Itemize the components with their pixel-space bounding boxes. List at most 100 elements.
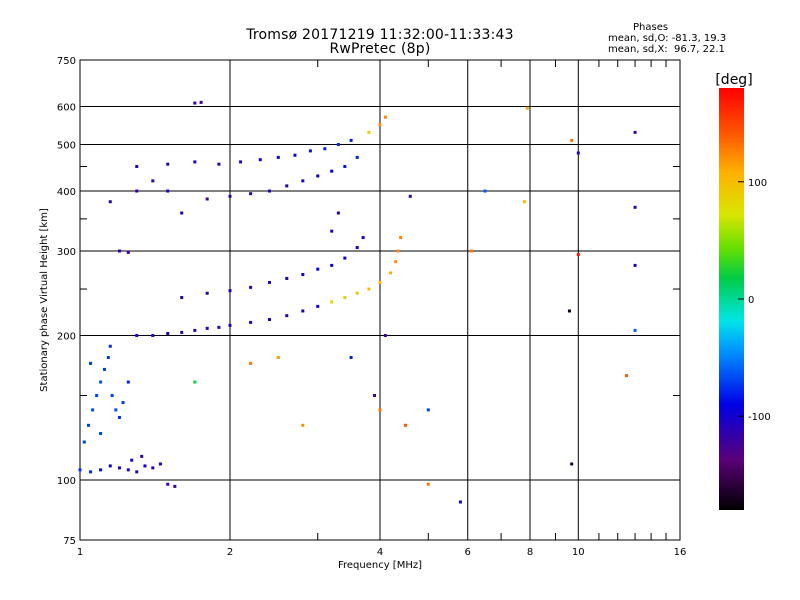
data-point [135,189,139,193]
data-point [140,454,144,458]
data-point [383,334,387,338]
data-point [343,164,347,168]
data-point [126,468,130,472]
data-point [567,309,571,313]
data-point [158,462,162,466]
data-point [135,470,139,474]
chart-title: Tromsø 20171219 11:32:00-11:33:43 [246,27,514,43]
data-point [166,162,170,166]
data-point [383,115,387,119]
data-point [267,317,271,321]
data-point [99,432,103,436]
data-point [135,334,139,338]
data-point [193,101,197,105]
data-point [349,355,353,359]
data-point [166,331,170,335]
data-point [355,155,359,159]
x-tick-label: 2 [227,547,233,558]
data-point [316,174,320,178]
data-point [205,197,209,201]
colorbar-tick-label: -100 [748,412,771,423]
data-point [143,464,147,468]
data-point [130,458,134,462]
data-point [483,189,487,193]
grid-lines [80,60,680,540]
data-point [199,100,203,104]
data-point [426,408,430,412]
data-point [106,355,110,359]
data-point [78,468,82,472]
data-point [367,130,371,134]
data-point [316,267,320,271]
data-point [217,162,221,166]
data-point [389,271,393,275]
data-point [570,462,574,466]
data-point [205,326,209,330]
data-point [308,149,312,153]
data-point [458,500,462,504]
data-point [117,466,121,470]
data-point [166,189,170,193]
y-tick-label: 750 [57,56,76,67]
y-axis-label: Stationary phase Virtual Height [km] [39,208,50,392]
data-point [633,130,637,134]
data-point [110,394,114,398]
data-point [267,280,271,284]
data-point [323,147,327,151]
data-point [249,285,253,289]
data-point [239,160,243,164]
y-tick-label: 500 [57,141,76,152]
data-point [114,408,118,412]
data-point [205,291,209,295]
data-point [343,256,347,260]
data-point [367,287,371,291]
data-point [126,380,130,384]
data-points [78,100,637,504]
data-point [399,236,403,240]
data-point [249,320,253,324]
data-point [336,211,340,215]
x-tick-label: 4 [377,547,383,558]
y-tick-labels: 75 100 200 300 400 500 600 750 [57,56,76,547]
data-point [373,394,377,398]
y-tick-label: 300 [57,247,76,258]
x-tick-label: 10 [572,547,585,558]
data-point [293,153,297,157]
data-point [135,164,139,168]
x-axis-label: Frequency [MHz] [338,560,422,571]
data-point [180,296,184,300]
y-tick-label: 600 [57,103,76,114]
data-point [301,423,305,427]
data-point [301,179,305,183]
data-point [343,296,347,300]
data-point [99,468,103,472]
data-point [316,304,320,308]
data-point [249,361,253,365]
stats-x-mode: mean, sd,X: 96.7, 22.1 [608,44,725,55]
data-point [180,330,184,334]
colorbar-label: [deg] [715,72,752,88]
data-point [633,205,637,209]
data-point [576,151,580,155]
y-tick-label: 400 [57,187,76,198]
data-point [355,291,359,295]
data-point [285,276,289,280]
data-point [258,158,262,162]
data-point [151,179,155,183]
stats-o-mode: mean, sd,O: -81.3, 19.3 [608,33,727,44]
data-point [151,466,155,470]
data-point [396,249,400,253]
data-point [249,192,253,196]
data-point [301,273,305,277]
data-point [285,314,289,318]
data-point [89,361,93,365]
data-point [276,155,280,159]
data-point [91,408,95,412]
data-point [276,355,280,359]
data-point [193,328,197,332]
chart-subtitle: RwPretec (8p) [329,41,431,57]
data-point [228,323,232,327]
x-tick-labels: 1 2 4 6 8 10 16 [77,547,687,558]
data-point [378,123,382,127]
